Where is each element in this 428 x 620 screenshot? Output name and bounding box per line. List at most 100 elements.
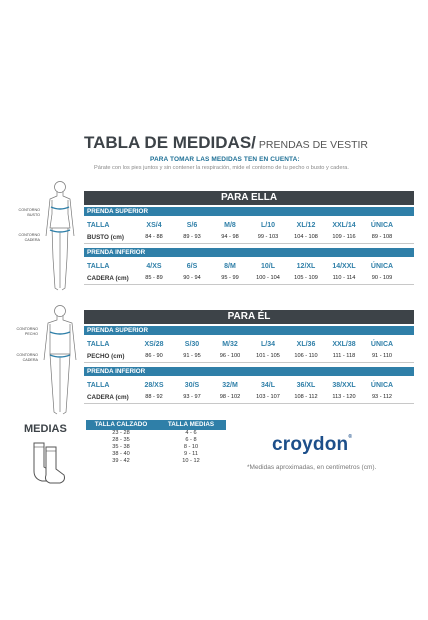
cell: 9 - 11 <box>184 451 198 457</box>
el-banner: PARA ÉL <box>84 310 414 324</box>
medias-table: TALLA CALZADO TALLA MEDIAS 23 - 28 4 - 6 … <box>86 420 226 465</box>
measure-label: PECHO (cm) <box>87 352 125 360</box>
brand-mark: ® <box>348 434 353 440</box>
ella-table: PARA ELLA PRENDA SUPERIOR TALLA XS/4 S/6… <box>84 191 414 285</box>
size-cell: 36/XL <box>296 381 316 389</box>
cell: 6 - 8 <box>185 437 197 443</box>
male-note-pecho: CONTORNO PECHO <box>16 327 38 336</box>
measure-label: CADERA (cm) <box>87 274 129 282</box>
size-cell: 4/XS <box>146 262 162 270</box>
value-cell: 90 - 109 <box>371 275 393 281</box>
value-cell: 103 - 107 <box>256 394 280 400</box>
ella-inferior-value-row: CADERA (cm) 85 - 89 90 - 94 95 - 99 100 … <box>84 272 414 285</box>
size-label: TALLA <box>87 340 110 348</box>
header-talla-medias: TALLA MEDIAS <box>167 421 215 428</box>
value-cell: 96 - 100 <box>219 353 241 359</box>
ella-superior-section: PRENDA SUPERIOR <box>84 207 414 216</box>
size-cell: ÚNICA <box>370 340 394 348</box>
male-note-cadera: CONTORNO CADERA <box>16 353 38 362</box>
cell: 35 - 38 <box>112 444 130 450</box>
el-table: PARA ÉL PRENDA SUPERIOR TALLA XS/28 S/30… <box>84 310 414 404</box>
size-cell: 14/XXL <box>332 262 356 270</box>
size-cell: 8/M <box>224 262 236 270</box>
value-cell: 105 - 109 <box>294 275 318 281</box>
value-cell: 91 - 110 <box>371 353 393 359</box>
el-superior-value-row: PECHO (cm) 86 - 90 91 - 95 96 - 100 101 … <box>84 350 414 363</box>
value-cell: 108 - 112 <box>294 394 318 400</box>
measure-label: BUSTO (cm) <box>87 233 124 241</box>
size-cell: 12/XL <box>296 262 316 270</box>
size-cell: XXL/38 <box>332 340 356 348</box>
size-label: TALLA <box>87 262 110 270</box>
cell: 38 - 40 <box>112 451 130 457</box>
cell: 23 - 28 <box>112 430 130 436</box>
size-label: TALLA <box>87 221 110 229</box>
size-cell: XXL/14 <box>332 221 356 229</box>
subtitle: PRENDAS DE VESTIR <box>258 139 368 151</box>
medias-title: MEDIAS <box>24 423 67 435</box>
size-cell: L/10 <box>260 221 275 229</box>
instructions-text: Párate con los pies juntos y sin contene… <box>94 165 349 171</box>
table-row: 38 - 40 9 - 11 <box>86 451 226 458</box>
size-cell: XL/12 <box>296 221 316 229</box>
size-cell: 34/L <box>260 381 275 389</box>
measure-label: CADERA (cm) <box>87 393 129 401</box>
cell: 10 - 12 <box>182 458 200 464</box>
el-inferior-size-row: TALLA 28/XS 30/S 32/M 34/L 36/XL 38/XXL … <box>84 379 414 391</box>
size-cell: M/8 <box>224 221 236 229</box>
value-cell: 111 - 118 <box>332 353 356 359</box>
medias-header: TALLA CALZADO TALLA MEDIAS <box>86 420 226 430</box>
size-cell: L/34 <box>260 340 275 348</box>
page-title: TABLA DE MEDIDAS/PRENDAS DE VESTIR <box>84 133 368 153</box>
title-text: TABLA DE MEDIDAS/ <box>84 133 256 152</box>
value-cell: 94 - 98 <box>221 234 239 240</box>
size-cell: 10/L <box>260 262 275 270</box>
value-cell: 88 - 92 <box>145 394 163 400</box>
female-note-cadera: CONTORNO CADERA <box>18 233 40 242</box>
size-cell: S/30 <box>184 340 200 348</box>
ella-inferior-section: PRENDA INFERIOR <box>84 248 414 257</box>
brand-logo: croydon® <box>272 434 352 456</box>
value-cell: 101 - 105 <box>256 353 280 359</box>
value-cell: 109 - 116 <box>332 234 356 240</box>
value-cell: 104 - 108 <box>294 234 318 240</box>
ella-superior-size-row: TALLA XS/4 S/6 M/8 L/10 XL/12 XXL/14 ÚNI… <box>84 219 414 231</box>
footnote: *Medidas aproximadas, en centímetros (cm… <box>247 464 377 471</box>
value-cell: 89 - 108 <box>371 234 393 240</box>
size-cell: XL/36 <box>296 340 316 348</box>
value-cell: 113 - 120 <box>332 394 356 400</box>
value-cell: 110 - 114 <box>332 275 356 281</box>
value-cell: 99 - 103 <box>257 234 279 240</box>
size-cell: 32/M <box>222 381 238 389</box>
size-cell: ÚNICA <box>370 221 394 229</box>
cell: 28 - 35 <box>112 437 130 443</box>
brand-name: croydon <box>272 434 349 455</box>
ella-superior-value-row: BUSTO (cm) 84 - 88 89 - 93 94 - 98 99 - … <box>84 231 414 244</box>
size-cell: M/32 <box>222 340 238 348</box>
cell: 39 - 42 <box>112 458 130 464</box>
size-cell: ÚNICA <box>370 381 394 389</box>
size-cell: 30/S <box>184 381 200 389</box>
value-cell: 89 - 93 <box>183 234 201 240</box>
value-cell: 86 - 90 <box>145 353 163 359</box>
el-inferior-section: PRENDA INFERIOR <box>84 367 414 376</box>
size-label: TALLA <box>87 381 110 389</box>
value-cell: 95 - 99 <box>221 275 239 281</box>
el-superior-section: PRENDA SUPERIOR <box>84 326 414 335</box>
size-cell: 28/XS <box>144 381 164 389</box>
size-cell: 6/S <box>186 262 198 270</box>
size-cell: XS/28 <box>144 340 164 348</box>
female-note-busto: CONTORNO BUSTO <box>18 208 40 217</box>
cell: 4 - 6 <box>185 430 197 436</box>
table-row: 39 - 42 10 - 12 <box>86 458 226 465</box>
table-row: 35 - 38 8 - 10 <box>86 444 226 451</box>
ella-banner: PARA ELLA <box>84 191 414 205</box>
size-cell: 38/XXL <box>332 381 356 389</box>
el-inferior-value-row: CADERA (cm) 88 - 92 93 - 97 98 - 102 103… <box>84 391 414 404</box>
value-cell: 106 - 110 <box>294 353 318 359</box>
table-row: 28 - 35 6 - 8 <box>86 437 226 444</box>
value-cell: 100 - 104 <box>256 275 280 281</box>
instructions-title: PARA TOMAR LAS MEDIDAS TEN EN CUENTA: <box>150 156 300 163</box>
ella-inferior-size-row: TALLA 4/XS 6/S 8/M 10/L 12/XL 14/XXL ÚNI… <box>84 260 414 272</box>
size-cell: S/6 <box>186 221 198 229</box>
